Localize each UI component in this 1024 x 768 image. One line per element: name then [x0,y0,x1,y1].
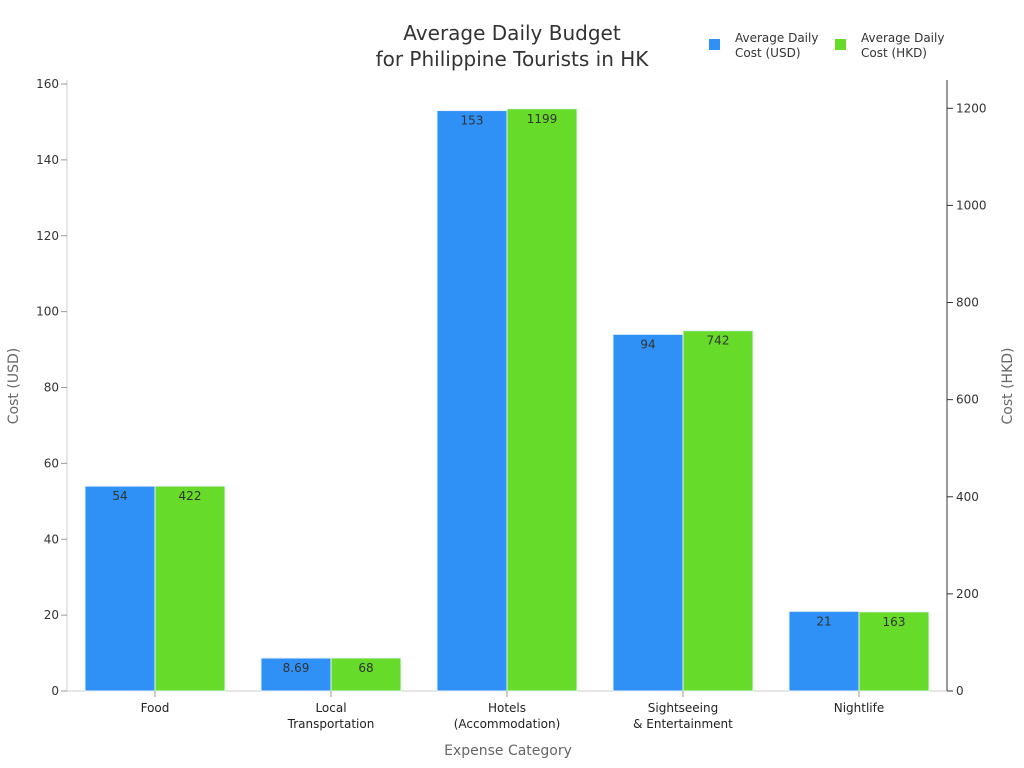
bar-usd [612,333,684,692]
data-label: 163 [883,615,906,629]
bar-usd [436,110,508,692]
data-label: 68 [358,661,373,675]
bar-hkd [506,108,578,692]
left-tick-label: 40 [44,532,59,546]
data-label: 8.69 [283,661,310,675]
right-tick-label: 800 [956,296,979,310]
bar-usd [260,657,332,692]
legend-swatch-hkd [835,39,846,50]
x-tick-label: Nightlife [834,701,885,715]
chart-title: Average Daily Budget [403,21,621,45]
left-tick-label: 160 [36,77,59,91]
data-label: 1199 [527,112,558,126]
left-tick-label: 80 [44,381,59,395]
right-tick-label: 0 [956,684,964,698]
x-tick-label: Sightseeing [648,701,718,715]
bar-hkd [154,485,226,692]
legend-label: Average Daily [735,31,818,45]
left-tick-label: 20 [44,608,59,622]
y-axis-right-label: Cost (HKD) [1000,348,1016,425]
right-tick-label: 600 [956,393,979,407]
chart-title: for Philippine Tourists in HK [376,47,650,71]
right-tick-label: 1000 [956,198,987,212]
x-tick-label: Local [315,701,346,715]
x-axis-label: Expense Category [444,743,572,759]
data-label: 54 [112,489,127,503]
left-tick-label: 0 [51,684,59,698]
x-tick-label: Hotels [488,701,526,715]
x-tick-label: Transportation [287,717,375,731]
bar-hkd [330,657,402,692]
bar-usd [84,485,156,692]
x-tick-label: (Accommodation) [454,717,561,731]
x-tick-label: Food [141,701,170,715]
legend-label: Average Daily [861,31,944,45]
legend-label: Cost (USD) [735,46,801,60]
right-tick-label: 1200 [956,101,987,115]
legend-swatch-usd [709,39,720,50]
data-label: 153 [461,114,484,128]
data-label: 742 [707,334,730,348]
left-tick-label: 100 [36,305,59,319]
x-tick-label: & Entertainment [633,717,733,731]
data-label: 422 [179,489,202,503]
legend-label: Cost (HKD) [861,46,927,60]
bar-usd [788,610,860,692]
right-tick-label: 400 [956,490,979,504]
left-tick-label: 140 [36,153,59,167]
bar-hkd [682,330,754,692]
left-tick-label: 120 [36,229,59,243]
left-tick-label: 60 [44,456,59,470]
bar-hkd [858,611,930,692]
data-label: 21 [816,614,831,628]
right-tick-label: 200 [956,587,979,601]
y-axis-label: Cost (USD) [6,348,22,424]
data-label: 94 [640,337,655,351]
